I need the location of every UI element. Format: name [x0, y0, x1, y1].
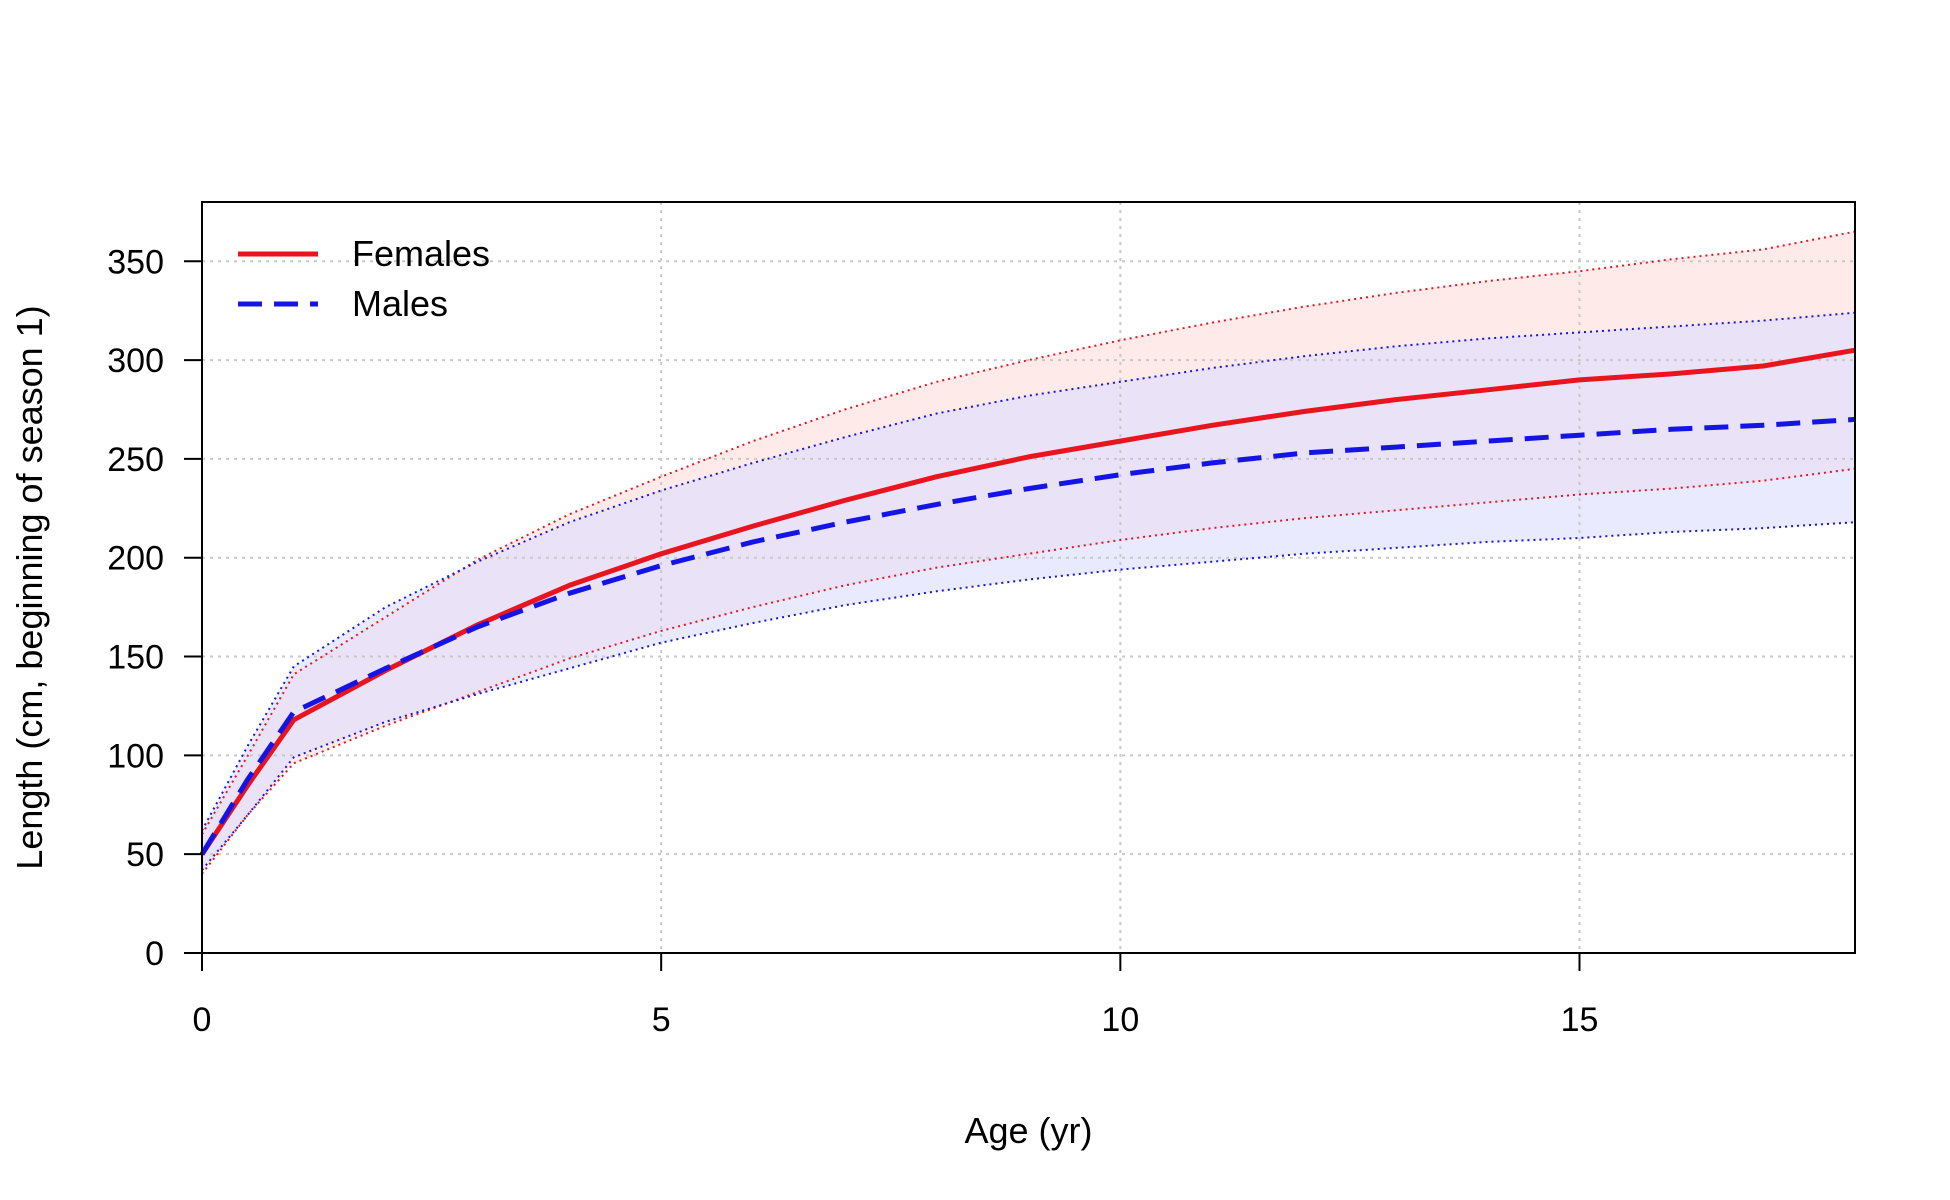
bound-lower-females	[201, 467, 1856, 875]
y-tick-label-350: 350	[107, 243, 164, 281]
x-tick-label-5: 5	[652, 1001, 671, 1039]
series-line-females	[199, 347, 1856, 856]
y-tick-label-150: 150	[107, 639, 164, 677]
y-axis-label: Length (cm, beginning of season 1)	[9, 305, 50, 869]
series-line-males	[199, 416, 1856, 856]
x-tick-label-15: 15	[1561, 1001, 1599, 1039]
legend-label-males: Males	[352, 283, 448, 324]
y-tick-label-100: 100	[107, 737, 164, 775]
bound-upper-females	[201, 230, 1856, 835]
y-tick-label-200: 200	[107, 540, 164, 578]
x-axis: 0 5 10 15	[193, 952, 1599, 1039]
legend-label-females: Females	[352, 233, 490, 274]
y-tick-label-250: 250	[107, 441, 164, 479]
bound-lower-males	[201, 521, 1856, 871]
interval-bounds	[201, 230, 1856, 875]
y-tick-label-0: 0	[145, 935, 164, 973]
x-axis-label: Age (yr)	[964, 1110, 1092, 1151]
x-tick-label-0: 0	[193, 1001, 212, 1039]
y-tick-label-50: 50	[126, 836, 164, 874]
y-tick-label-300: 300	[107, 342, 164, 380]
legend: Females Males	[238, 233, 490, 324]
band-males	[202, 312, 1855, 870]
series-lines	[199, 347, 1856, 856]
y-axis: 0 50 100 150 200 250 300 350	[107, 243, 203, 973]
x-tick-label-10: 10	[1101, 1001, 1139, 1039]
confidence-bands	[202, 231, 1855, 874]
